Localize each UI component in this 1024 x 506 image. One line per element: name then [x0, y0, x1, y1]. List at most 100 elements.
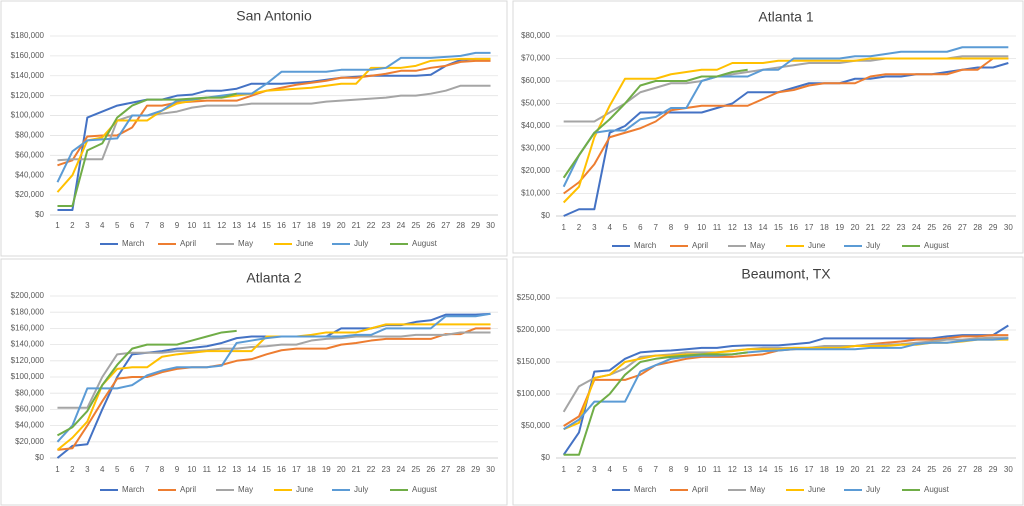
- legend-label: May: [238, 485, 253, 494]
- series-line: [562, 46, 1009, 188]
- x-tick-label: 6: [130, 465, 135, 474]
- x-tick-label: 5: [623, 223, 628, 232]
- y-tick-label: $80,000: [521, 31, 550, 40]
- x-tick-label: 3: [592, 465, 597, 474]
- x-tick-label: 18: [307, 465, 316, 474]
- x-tick-label: 19: [835, 465, 844, 474]
- x-tick-label: 15: [262, 221, 271, 230]
- series-line: [57, 57, 491, 212]
- x-tick-label: 20: [851, 223, 860, 232]
- panel-frame: [512, 0, 1024, 254]
- x-tick-label: 4: [607, 223, 612, 232]
- x-tick-label: 15: [774, 223, 783, 232]
- chart-title: Atlanta 2: [246, 270, 301, 286]
- x-tick-label: 23: [897, 223, 906, 232]
- x-tick-label: 5: [115, 465, 120, 474]
- x-tick-label: 19: [835, 223, 844, 232]
- x-tick-label: 27: [958, 465, 967, 474]
- x-tick-label: 29: [471, 221, 480, 230]
- x-tick-label: 6: [130, 221, 135, 230]
- x-tick-label: 14: [247, 221, 256, 230]
- x-tick-label: 17: [292, 465, 301, 474]
- x-tick-label: 26: [426, 221, 435, 230]
- x-tick-label: 10: [187, 465, 196, 474]
- x-tick-label: 14: [759, 223, 768, 232]
- legend-label: April: [692, 485, 708, 494]
- legend-label: April: [180, 239, 196, 248]
- x-tick-label: 9: [684, 465, 689, 474]
- x-tick-label: 22: [881, 465, 890, 474]
- series-line: [562, 324, 1009, 456]
- x-tick-label: 30: [486, 221, 495, 230]
- x-tick-label: 14: [759, 465, 768, 474]
- legend-label: June: [296, 239, 314, 248]
- legend: March April May June July August: [100, 485, 438, 494]
- y-tick-label: $100,000: [11, 111, 45, 120]
- legend-label: June: [808, 485, 826, 494]
- y-tick-label: $250,000: [517, 293, 551, 302]
- x-tick-label: 27: [441, 221, 450, 230]
- x-tick-label: 21: [866, 223, 875, 232]
- series-line: [56, 51, 491, 183]
- x-tick-label: 22: [367, 465, 376, 474]
- y-tick-label: $160,000: [11, 51, 45, 60]
- legend-label: July: [354, 485, 368, 494]
- x-tick-label: 2: [577, 465, 582, 474]
- series-line: [563, 351, 748, 456]
- x-tick-label: 20: [851, 465, 860, 474]
- x-tick-label: 4: [100, 221, 105, 230]
- x-tick-label: 24: [396, 221, 405, 230]
- y-tick-label: $40,000: [521, 121, 550, 130]
- x-tick-label: 16: [789, 465, 798, 474]
- y-tick-label: $200,000: [517, 325, 551, 334]
- y-tick-label: $120,000: [11, 356, 45, 365]
- x-tick-label: 7: [145, 465, 150, 474]
- x-tick-label: 22: [881, 223, 890, 232]
- x-tick-label: 30: [1004, 465, 1013, 474]
- x-tick-label: 26: [943, 465, 952, 474]
- chart-panel: Beaumont, TX $0 $50,000 $100,000 $150,000 $20…: [512, 256, 1024, 506]
- x-tick-label: 13: [232, 465, 241, 474]
- y-tick-label: $30,000: [521, 144, 550, 153]
- series-line: [563, 57, 1009, 195]
- x-tick-label: 8: [669, 223, 674, 232]
- x-tick-label: 30: [486, 465, 495, 474]
- x-tick-label: 27: [958, 223, 967, 232]
- y-tick-label: $100,000: [517, 389, 551, 398]
- legend-label: June: [808, 241, 826, 250]
- y-tick-label: $60,000: [521, 76, 550, 85]
- series-line: [57, 84, 491, 162]
- x-tick-label: 1: [561, 465, 566, 474]
- legend-label: June: [296, 485, 314, 494]
- y-tick-label: $20,000: [521, 166, 550, 175]
- x-tick-label: 17: [292, 221, 301, 230]
- x-tick-label: 5: [115, 221, 120, 230]
- x-tick-label: 24: [912, 465, 921, 474]
- legend-label: April: [180, 485, 196, 494]
- x-tick-label: 13: [743, 465, 752, 474]
- x-tick-label: 19: [322, 221, 331, 230]
- x-tick-label: 26: [426, 465, 435, 474]
- x-tick-label: 10: [697, 223, 706, 232]
- y-tick-label: $40,000: [15, 170, 44, 179]
- x-tick-label: 11: [713, 223, 722, 232]
- y-tick-label: $0: [541, 453, 550, 462]
- y-tick-label: $80,000: [15, 388, 44, 397]
- x-tick-label: 7: [653, 223, 658, 232]
- legend-label: August: [412, 239, 438, 248]
- legend: March April May June July August: [100, 239, 438, 248]
- x-tick-label: 25: [411, 221, 420, 230]
- x-tick-label: 29: [471, 465, 480, 474]
- legend-label: July: [354, 239, 368, 248]
- y-tick-label: $180,000: [11, 307, 45, 316]
- y-tick-label: $0: [35, 210, 44, 219]
- y-tick-label: $70,000: [521, 54, 550, 63]
- legend-label: March: [634, 485, 656, 494]
- x-tick-label: 24: [912, 223, 921, 232]
- chart-panel: Atlanta 2 $0 $20,000 $40,000 $60,000 $80,000 $…: [0, 258, 508, 506]
- chart-title: Atlanta 1: [758, 9, 813, 25]
- chart-title: San Antonio: [236, 8, 312, 24]
- chart-panel: Atlanta 1 $0 $10,000 $20,000 $30,000 $40,000 $…: [512, 0, 1024, 254]
- x-tick-label: 5: [623, 465, 628, 474]
